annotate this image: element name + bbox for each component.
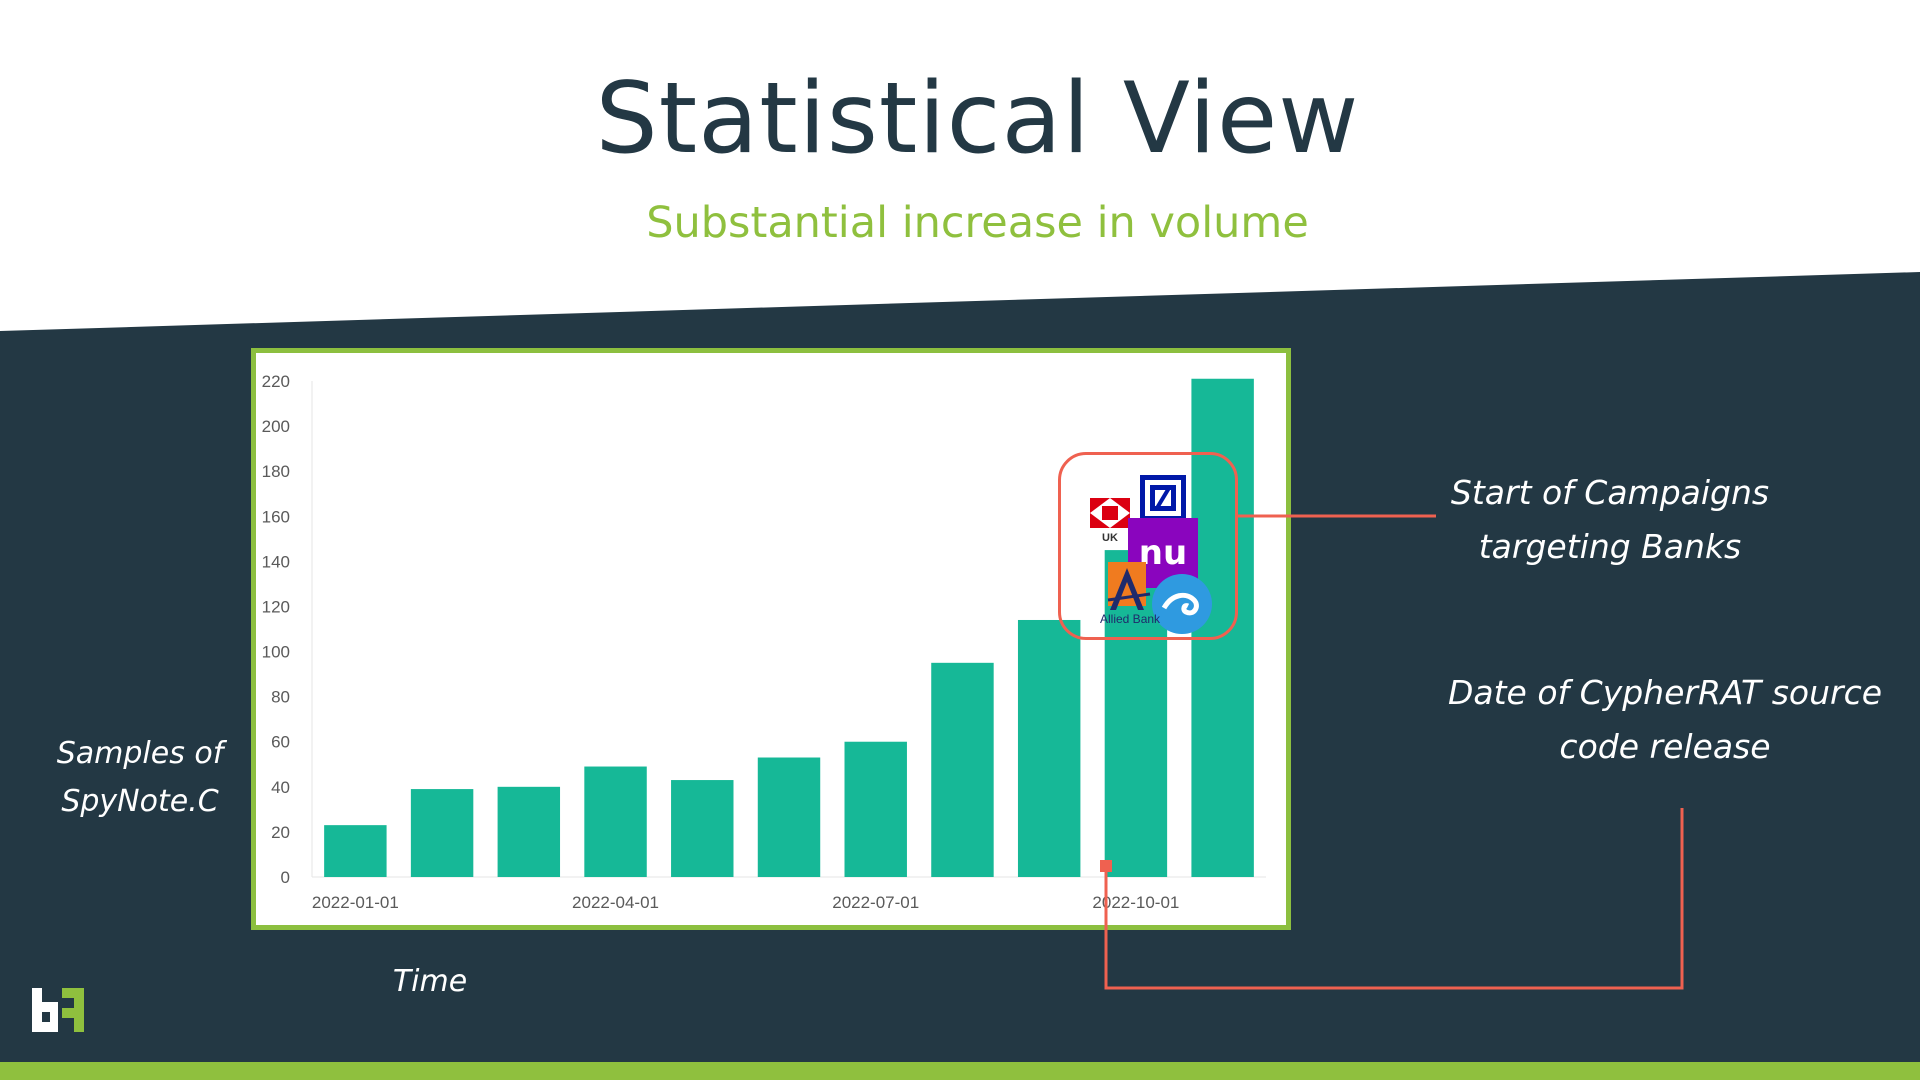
deutsche-bank-logo-icon: [1140, 475, 1186, 521]
hsbc-uk-label: UK: [1102, 532, 1118, 544]
y-tick-label: 80: [271, 688, 290, 707]
bar-2022-04-01: [584, 766, 647, 877]
bank-campaign-highlight-box: [1058, 452, 1238, 640]
bar-2022-05-01: [671, 780, 734, 877]
cypher-release-annotation: Date of CypherRAT source code release: [1440, 666, 1890, 774]
x-tick-label: 2022-04-01: [572, 893, 659, 912]
green-footer-bar: [0, 1062, 1920, 1080]
y-axis-ticks: 0 20 40 60 80 100 120 140 160 180 200 220: [262, 372, 290, 887]
allied-bank-logo-icon: Allied Bank: [1100, 562, 1164, 626]
slide-title: Statistical View: [595, 62, 1360, 176]
y-tick-label: 140: [262, 552, 290, 571]
nubank-logo-text: nu: [1138, 533, 1188, 573]
y-tick-label: 120: [262, 597, 290, 616]
company-logo-icon: [32, 988, 84, 1032]
wave-bank-logo-icon: [1150, 572, 1214, 636]
bar-2022-01-01: [324, 825, 387, 877]
y-tick-label: 20: [271, 823, 290, 842]
y-axis-label-line-2: SpyNote.C: [61, 784, 219, 819]
y-tick-label: 60: [271, 733, 290, 752]
allied-bank-label: Allied Bank: [1100, 612, 1161, 626]
y-tick-label: 220: [262, 372, 290, 391]
y-tick-label: 180: [262, 462, 290, 481]
bar-2022-06-01: [757, 757, 821, 877]
campaign-annotation: Start of Campaigns targeting Banks: [1420, 466, 1800, 574]
bar-2022-08-01: [931, 662, 994, 877]
campaign-annotation-line-2: targeting Banks: [1478, 527, 1742, 566]
bar-2022-03-01: [497, 786, 561, 877]
x-tick-label: 2022-07-01: [832, 893, 919, 912]
slide-subtitle: Substantial increase in volume: [646, 198, 1309, 248]
bar-2022-07-01: [844, 741, 907, 877]
x-axis-ticks: 2022-01-01 2022-04-01 2022-07-01 2022-10-01: [312, 893, 1180, 912]
y-tick-label: 100: [262, 643, 290, 662]
x-tick-label: 2022-10-01: [1092, 893, 1179, 912]
bar-2022-02-01: [410, 789, 474, 877]
cypher-annotation-line-1: Date of CypherRAT source: [1447, 673, 1883, 712]
cypher-annotation-line-2: code release: [1559, 727, 1771, 766]
y-tick-label: 200: [262, 417, 290, 436]
x-tick-label: 2022-01-01: [312, 893, 399, 912]
y-tick-label: 0: [281, 868, 290, 887]
y-axis-label-line-1: Samples of: [56, 736, 224, 771]
y-tick-label: 160: [262, 507, 290, 526]
campaign-annotation-line-1: Start of Campaigns: [1450, 473, 1770, 512]
bar-2022-09-01: [1017, 619, 1081, 877]
y-tick-label: 40: [271, 778, 290, 797]
y-axis-label: Samples of SpyNote.C: [40, 730, 240, 826]
hsbc-logo-icon: UK: [1090, 498, 1130, 548]
x-axis-label: Time: [392, 964, 468, 999]
